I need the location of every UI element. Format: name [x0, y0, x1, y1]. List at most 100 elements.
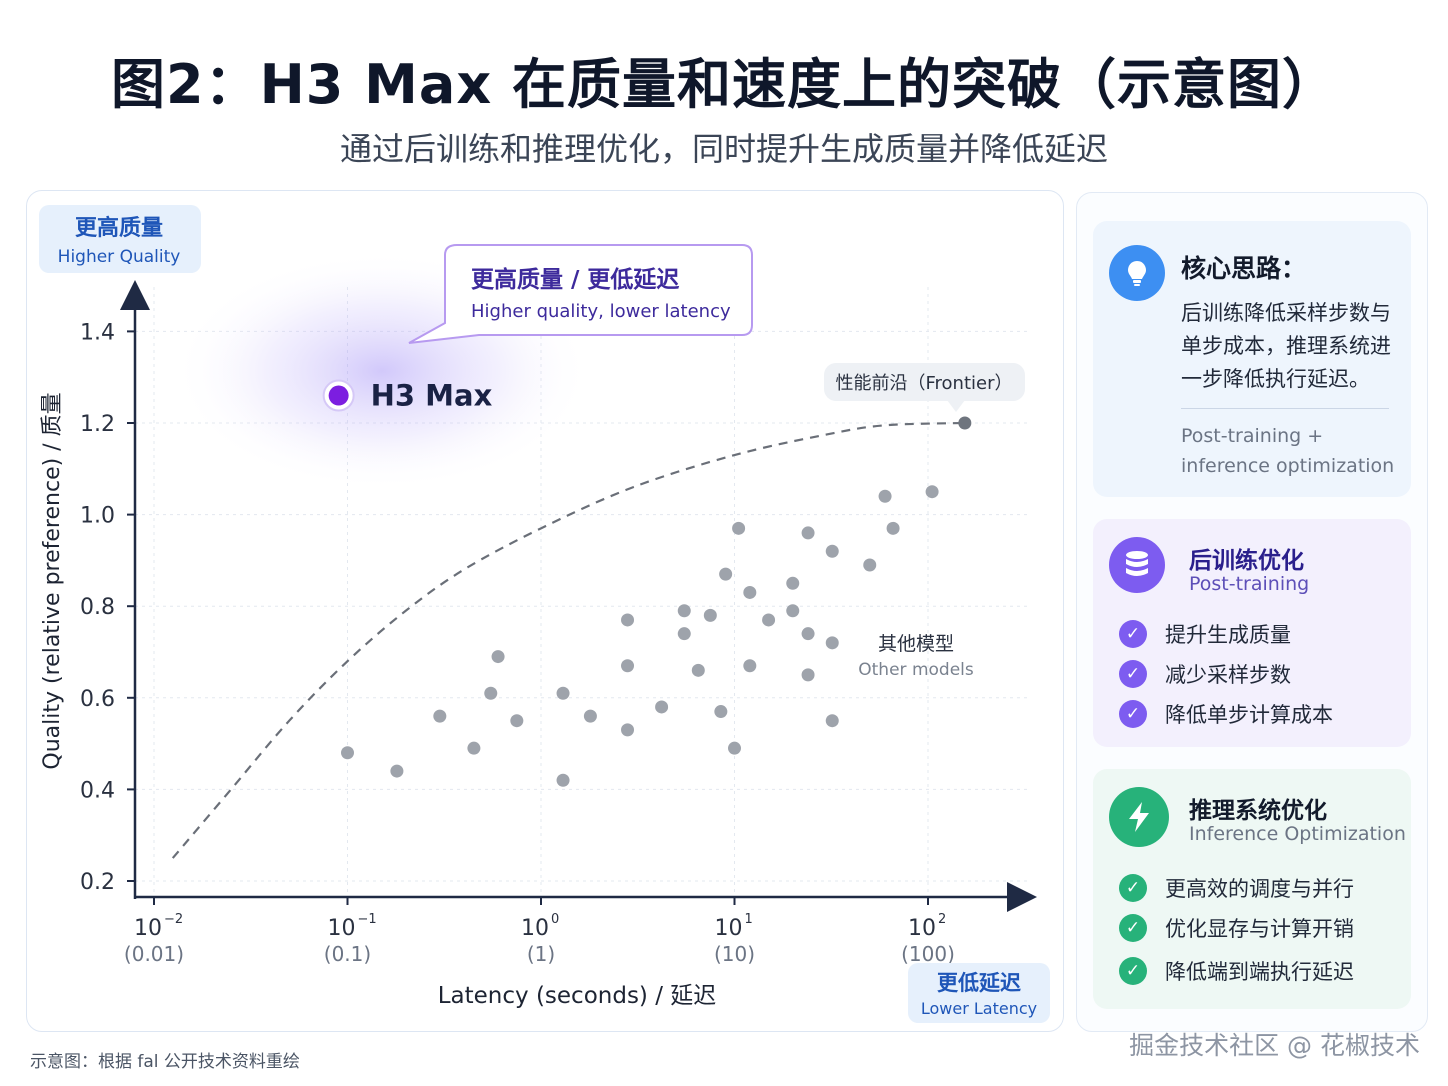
other-model-point [762, 613, 776, 627]
x-tick-exponent: 0 [551, 912, 559, 927]
y-axis-label: Quality (relative preference) / 质量 [40, 392, 65, 769]
inference-title: 推理系统优化 [1189, 798, 1327, 824]
x-tick-label: (0.1) [324, 942, 371, 966]
inference-en: Inference Optimization [1189, 823, 1406, 845]
inference-item-label: 降低端到端执行延迟 [1165, 960, 1354, 984]
other-model-point [743, 659, 757, 673]
other-model-point [801, 627, 815, 641]
core-idea-line: 后训练降低采样步数与 [1181, 301, 1391, 325]
y-tick-label: 0.2 [80, 870, 115, 895]
lower-latency-badge [908, 963, 1050, 1023]
callout-title: 更高质量 / 更低延迟 [471, 266, 679, 293]
frontier-end-point [958, 416, 972, 430]
y-ticks: 0.2 0.4 0.6 0.8 1.0 1.2 1.4 [80, 320, 135, 895]
frontier-label: 性能前沿（Frontier） [835, 373, 1012, 394]
other-model-point [825, 636, 839, 650]
inference-item: ✓ 更高效的调度与并行 [1119, 873, 1354, 903]
lower-latency-label-zh: 更低延迟 [937, 971, 1021, 995]
lightbulb-icon [1109, 245, 1165, 301]
core-idea-en-line: Post-training + [1181, 425, 1324, 447]
other-model-point [825, 714, 839, 728]
database-icon [1109, 537, 1165, 593]
other-model-point [655, 700, 669, 714]
post-training-item-label: 减少采样步数 [1165, 663, 1291, 687]
other-model-point [621, 723, 635, 737]
x-ticks: 10 −2(0.01)10 −1(0.1)10 0(1)10 1(10)10 2(100) [124, 897, 955, 966]
other-model-point [732, 521, 746, 535]
other-model-point [621, 613, 635, 627]
other-model-point [556, 686, 570, 700]
other-model-point [583, 709, 597, 723]
inference-item-label: 更高效的调度与并行 [1165, 877, 1354, 901]
frontier-label-badge [824, 363, 1025, 401]
lower-latency-label-en: Lower Latency [921, 999, 1037, 1018]
scatter-chart: 0.20.40.60.81.01.21.4 10 −2(0.01)10 −1(0.1… [39, 205, 1050, 1023]
chart-panel: 0.2 0.4 0.6 0.8 1.0 1.2 1.4 10 −2 (0.01) 10 −1 (0.1… [26, 190, 1064, 1032]
other-model-point [484, 686, 498, 700]
core-idea-en-line: inference optimization [1181, 455, 1395, 477]
other-model-point [691, 663, 705, 677]
other-model-point [433, 709, 447, 723]
other-model-point [510, 714, 524, 728]
post-training-item: ✓ 减少采样步数 [1119, 659, 1291, 689]
x-tick-power: 10 [521, 916, 549, 941]
h3-max-label: H3 Max [371, 379, 493, 413]
higher-quality-label-zh: 更高质量 [75, 215, 163, 241]
other-model-point [743, 585, 757, 599]
y-tick-label: 0.6 [80, 687, 115, 712]
frontier-label-pointer [947, 400, 965, 412]
x-tick-exponent: 1 [745, 912, 753, 927]
other-model-point [677, 604, 691, 618]
x-tick-exponent: −1 [358, 912, 377, 927]
inference-item: ✓ 优化显存与计算开销 [1119, 913, 1354, 943]
other-model-point [878, 489, 892, 503]
other-model-point [728, 741, 741, 755]
y-tick-label: 0.8 [80, 595, 115, 620]
other-model-point [714, 705, 728, 719]
other-model-point [719, 567, 733, 581]
watermark: 掘金技术社区 @ 花椒技术 [1129, 1031, 1420, 1060]
core-idea-line: 单步成本，推理系统进 [1181, 334, 1391, 358]
x-tick-exponent: −2 [164, 912, 183, 927]
x-tick-label: (10) [714, 942, 755, 966]
other-model-point [556, 773, 570, 787]
page-subtitle: 通过后训练和推理优化，同时提升生成质量并降低延迟 [339, 130, 1108, 168]
post-training-item-label: 降低单步计算成本 [1165, 703, 1333, 727]
post-training-card: 后训练优化 Post-training ✓ 提升生成质量 ✓ 减少采样步数 ✓ … [1093, 519, 1411, 747]
other-model-point [491, 650, 505, 664]
inference-card: 推理系统优化 Inference Optimization ✓ 更高效的调度与并… [1093, 769, 1411, 1009]
other-model-point [863, 558, 877, 572]
inference-item: ✓ 降低端到端执行延迟 [1119, 956, 1354, 986]
other-model-point [703, 608, 717, 622]
footnote: 示意图：根据 fal 公开技术资料重绘 [30, 1052, 300, 1072]
higher-quality-badge [39, 205, 201, 273]
other-model-point [801, 526, 815, 540]
other-model-point [621, 659, 635, 673]
other-model-point [390, 764, 404, 778]
inference-item-label: 优化显存与计算开销 [1165, 917, 1354, 941]
post-training-item: ✓ 降低单步计算成本 [1119, 699, 1333, 729]
check-icon: ✓ [1119, 620, 1147, 648]
y-tick-label: 1.4 [80, 320, 115, 345]
other-model-point [825, 544, 839, 558]
other-models-label-en: Other models [858, 660, 974, 680]
other-model-point [801, 668, 815, 682]
core-idea-line: 一步降低执行延迟。 [1181, 367, 1370, 391]
other-model-point [925, 485, 939, 499]
side-panel: 核心思路： 后训练降低采样步数与 单步成本，推理系统进 一步降低执行延迟。 Po… [1076, 192, 1428, 1032]
other-models-points [341, 485, 939, 787]
check-icon: ✓ [1119, 660, 1147, 688]
x-axis-label: Latency (seconds) / 延迟 [438, 983, 717, 1009]
check-icon: ✓ [1119, 874, 1147, 902]
check-icon: ✓ [1119, 700, 1147, 728]
higher-quality-label-en: Higher Quality [58, 247, 181, 267]
x-tick-power: 10 [715, 916, 743, 941]
core-idea-en: Post-training + inference optimization [1181, 421, 1394, 481]
h3-max-point [328, 385, 349, 406]
x-tick-power: 10 [134, 916, 162, 941]
lightning-icon [1109, 787, 1169, 847]
post-training-item: ✓ 提升生成质量 [1119, 619, 1291, 649]
x-tick-label: (1) [527, 942, 555, 966]
post-training-title: 后训练优化 [1189, 548, 1304, 574]
other-model-point [677, 627, 691, 641]
